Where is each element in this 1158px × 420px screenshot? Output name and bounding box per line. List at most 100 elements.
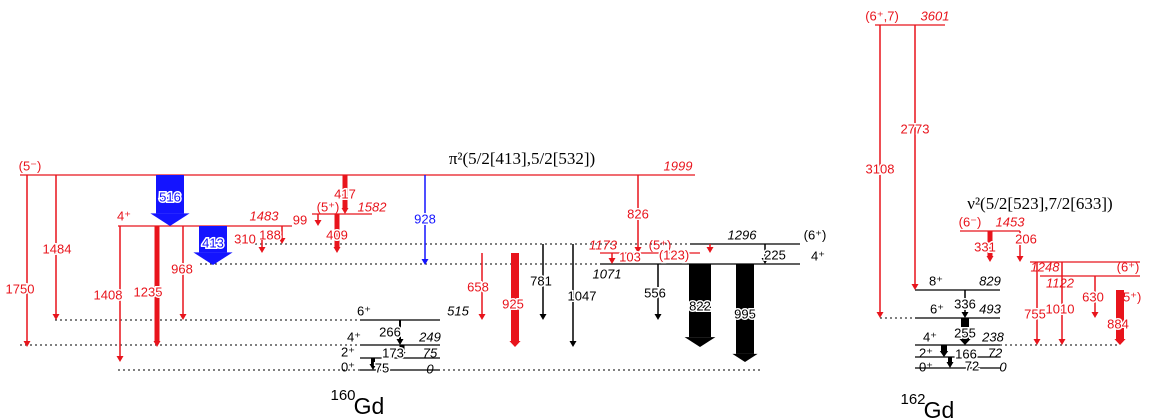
level-energy: 0	[426, 361, 434, 376]
transition-arrow	[399, 345, 405, 352]
transition-energy: 1235	[134, 284, 163, 299]
transition-energy: 173	[382, 345, 404, 360]
arrow-head	[732, 353, 758, 362]
arrow-head	[1114, 339, 1126, 345]
arrow-head	[986, 256, 994, 262]
transition-energy: 822	[689, 298, 711, 313]
arrow-head	[539, 314, 547, 320]
level-energy: 75	[423, 345, 438, 360]
arrow-head	[116, 356, 124, 362]
level-energy: 0	[999, 359, 1007, 374]
arrow-head	[278, 238, 286, 244]
arrow-head	[959, 339, 971, 345]
transition-energy: (123)	[659, 247, 689, 262]
level-energy: 3601	[921, 8, 950, 23]
arrow-head	[509, 341, 521, 347]
level-spin: 4⁺	[811, 248, 825, 263]
arrow-head	[911, 284, 919, 290]
arrow-head	[1033, 339, 1041, 345]
transition-energy: 225	[764, 247, 786, 262]
arrow-head	[961, 312, 969, 318]
transition-energy: 968	[171, 261, 193, 276]
level-energy: 249	[418, 329, 441, 344]
transition-energy: 409	[326, 227, 348, 242]
level-spin: 4⁺	[923, 329, 937, 344]
level-energy: 1296	[728, 227, 758, 242]
arrow-head	[684, 337, 716, 347]
transition-energy: 188	[259, 227, 281, 242]
arrow-head	[150, 213, 190, 226]
transition-energy: 1408	[94, 287, 123, 302]
level-energy: 72	[988, 345, 1003, 360]
level-spin: 0⁺	[341, 359, 355, 374]
level-spin: 2⁺	[919, 345, 933, 360]
level-energy: 493	[979, 301, 1001, 316]
transition-energy: 781	[530, 273, 552, 288]
transition-arrow	[154, 226, 160, 341]
transition-energy: 516	[159, 189, 181, 204]
arrow-head	[761, 258, 769, 264]
level-spin: 6⁺	[930, 301, 944, 316]
level-spin: 4⁺	[117, 208, 131, 223]
arrow-head	[939, 351, 949, 357]
transition-energy: 413	[202, 235, 224, 250]
transition-energy: 658	[467, 279, 489, 294]
arrow-head	[876, 312, 884, 318]
transition-energy: 266	[379, 324, 401, 339]
level-spin: 2⁺	[341, 344, 355, 359]
level-energy: 1582	[358, 199, 388, 214]
transition-energy: 310	[234, 231, 256, 246]
arrow-head	[421, 259, 429, 265]
transition-arrow	[199, 226, 227, 253]
level-spin: (5⁺)	[317, 199, 340, 214]
level-spin: 6⁺	[357, 303, 371, 318]
transition-arrow	[511, 253, 519, 341]
arrow-head	[634, 247, 642, 253]
transition-energy: 103	[619, 249, 641, 264]
arrow-head	[23, 341, 31, 347]
arrow-head	[341, 208, 349, 214]
transition-arrow	[987, 231, 993, 256]
transition-energy: 1010	[1046, 301, 1075, 316]
arrow-head	[1091, 312, 1099, 318]
level-spin: (5⁻)	[19, 158, 42, 173]
transition-energy: 166	[955, 346, 977, 361]
transition-arrow	[342, 175, 348, 208]
transition-arrow	[941, 345, 947, 351]
arrow-head	[706, 247, 714, 253]
transition-energy: 72	[965, 358, 979, 373]
mass-number: 160	[330, 387, 355, 404]
transition-energy: 884	[1107, 316, 1129, 331]
level-energy: 1122	[1046, 275, 1075, 290]
transition-energy: 556	[644, 285, 666, 300]
level-energy: 829	[979, 273, 1001, 288]
transition-arrow	[1116, 290, 1124, 339]
arrow-head	[478, 314, 486, 320]
level-spin: (6⁻)	[959, 214, 982, 229]
arrow-head	[153, 341, 161, 347]
arrow-head	[179, 314, 187, 320]
level-spin: (6⁺)	[804, 227, 827, 242]
arrow-head	[654, 314, 662, 320]
level-energy: 1071	[593, 266, 622, 281]
arrow-head	[946, 362, 954, 368]
level-spin: 4⁺	[347, 329, 361, 344]
arrow-head	[258, 247, 266, 253]
transition-arrow	[736, 264, 754, 354]
arrow-head	[569, 341, 577, 347]
transition-energy: 206	[1015, 231, 1037, 246]
level-spin: (5⁺)	[1119, 289, 1142, 304]
level-spin: (6⁺,7)	[865, 8, 899, 23]
transition-energy: 417	[334, 186, 356, 201]
transition-energy: 1484	[43, 241, 72, 256]
transition-energy: 928	[414, 211, 436, 226]
transition-arrow	[334, 214, 340, 247]
arrow-head	[1058, 339, 1066, 345]
element-symbol: Gd	[924, 397, 955, 420]
transition-energy: 331	[974, 239, 996, 254]
arrow-head	[314, 220, 322, 226]
arrow-head	[193, 252, 233, 265]
transition-energy: 3108	[866, 161, 895, 176]
